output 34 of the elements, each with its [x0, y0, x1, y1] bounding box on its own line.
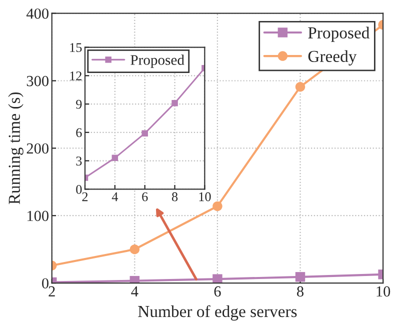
y-tick-label: 0: [42, 278, 49, 288]
x-tick-label: 10: [376, 286, 390, 297]
point: [295, 82, 306, 92]
y-axis-title: Running time (s): [8, 92, 24, 204]
x-tick-label: 6: [142, 192, 148, 202]
y-tick-label: 9: [76, 100, 82, 109]
x-tick-label: 8: [172, 192, 178, 202]
y-tick-label: 100: [28, 210, 49, 222]
point: [172, 100, 178, 106]
x-tick-label: 4: [131, 286, 138, 296]
x-tick-label: 8: [297, 286, 304, 297]
x-tick-label: 6: [214, 286, 221, 297]
point: [212, 201, 222, 212]
point: [142, 130, 148, 136]
y-tick-label: 6: [76, 128, 82, 138]
x-tick-label: 4: [112, 192, 118, 202]
x-tick-label: 2: [82, 192, 88, 202]
y-tick-label: 3: [76, 156, 82, 166]
point: [295, 272, 306, 282]
y-tick-label: 200: [26, 143, 49, 154]
y-tick-label: 15: [70, 43, 82, 52]
y-tick-label: 300: [26, 76, 49, 86]
point: [112, 154, 118, 162]
x-tick-label: 10: [199, 192, 211, 202]
x-tick-label: 2: [48, 286, 55, 296]
y-tick-label: 400: [26, 8, 49, 19]
point: [212, 274, 222, 284]
point: [130, 244, 140, 254]
y-tick-label: 0: [76, 184, 82, 194]
x-axis-title: Number of edge servers: [138, 305, 297, 321]
legend-label: Proposed: [308, 26, 370, 42]
legend-label: Proposed: [130, 54, 184, 68]
y-tick-label: 12: [70, 72, 82, 80]
legend-label: Greedy: [308, 50, 357, 66]
